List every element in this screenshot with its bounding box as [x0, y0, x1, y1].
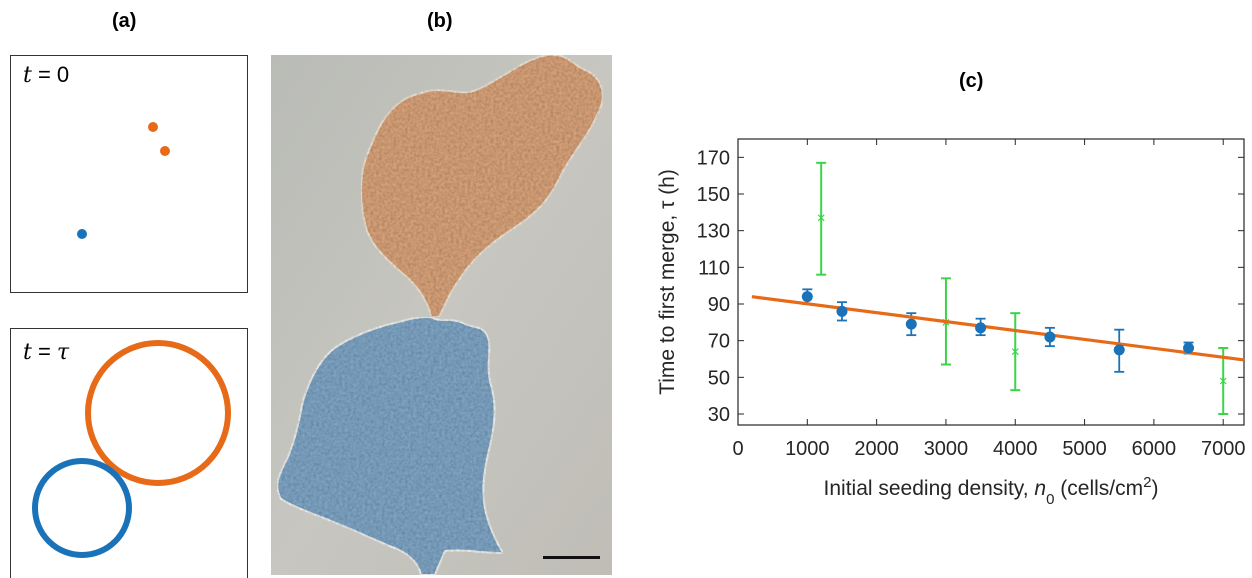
blue-data-point	[1044, 331, 1056, 343]
x-tick-label: 7000	[1201, 438, 1246, 460]
x-tick-label: 0	[732, 438, 743, 460]
blue-data-point	[1183, 342, 1195, 354]
y-tick-label: 150	[697, 184, 730, 206]
time-variable: t	[23, 340, 32, 365]
blue-data-point	[801, 291, 813, 303]
y-tick-label: 90	[708, 294, 730, 316]
orange-cell-dot	[147, 121, 158, 132]
fit-line	[751, 295, 1245, 362]
orange-cell-dot	[159, 145, 170, 156]
x-tick-label: 3000	[924, 438, 969, 460]
initial-time-label: t = 0	[23, 62, 69, 88]
tau-variable: τ	[56, 340, 70, 365]
merge-time-chart: 0 1000 2000 3000 4000 5000 6000 7000 30 50 70 90 110…	[656, 138, 1246, 508]
y-axis-label: Time to first merge, τ (h)	[656, 169, 679, 395]
blue-colony-circle	[31, 457, 132, 558]
x-axis-label: Initial seeding density, n0 (cells/cm2)	[824, 474, 1159, 508]
x-tick-label: 1000	[785, 438, 830, 460]
blue-data-point	[836, 305, 848, 317]
scale-bar	[543, 556, 600, 559]
time-variable: t	[23, 63, 32, 88]
micrograph-image	[271, 55, 612, 575]
y-tick-label: 70	[708, 331, 730, 353]
merged-cells-drawing	[31, 339, 231, 558]
x-tick-label: 2000	[854, 438, 899, 460]
x-tick-label: 4000	[993, 438, 1038, 460]
merge-time-label: t = τ	[23, 339, 69, 365]
panel-c-label: (c)	[959, 70, 984, 92]
panel-a-initial-box: t = 0	[10, 55, 248, 293]
x-tick-label: 5000	[1062, 438, 1107, 460]
y-tick-label: 130	[697, 221, 730, 243]
x-tick-label: 6000	[1132, 438, 1177, 460]
blue-data-point	[1113, 344, 1125, 356]
blue-colony	[276, 315, 505, 575]
green-data-point	[1011, 348, 1019, 356]
panel-b-label: (b)	[427, 10, 453, 32]
blue-data-point	[975, 322, 987, 334]
panel-a-label: (a)	[112, 10, 137, 32]
blue-cell-dot	[76, 228, 87, 239]
y-tick-label: 50	[708, 367, 730, 389]
y-tick-label: 30	[708, 404, 730, 426]
equals-sign: =	[31, 339, 57, 364]
orange-colony-circle	[84, 339, 231, 486]
orange-colony	[360, 55, 604, 318]
blue-data-point	[905, 318, 917, 330]
y-tick-label: 170	[697, 147, 730, 169]
panel-a-merge-box: t = τ	[10, 328, 248, 578]
green-data-point	[817, 214, 825, 222]
green-data-point	[1219, 377, 1227, 385]
plot-frame	[737, 138, 1245, 426]
time-equals-zero: = 0	[31, 62, 70, 87]
y-tick-label: 110	[698, 257, 730, 279]
initial-cells-drawing	[76, 121, 170, 239]
